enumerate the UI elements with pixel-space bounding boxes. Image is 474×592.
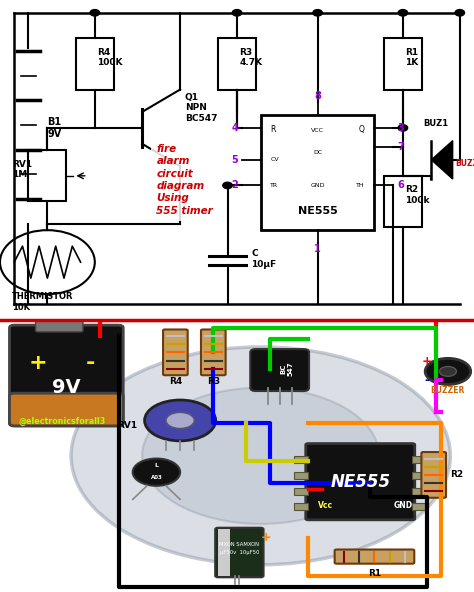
Text: 1: 1 [314,244,321,255]
Text: 5: 5 [231,155,238,165]
Text: R: R [270,125,275,134]
FancyBboxPatch shape [335,549,414,564]
Circle shape [398,9,408,16]
Circle shape [313,9,322,16]
Polygon shape [431,141,453,179]
Text: TH: TH [356,183,365,188]
Bar [218,529,230,575]
Text: DC: DC [313,150,322,155]
FancyBboxPatch shape [294,456,308,463]
FancyBboxPatch shape [294,503,308,510]
Text: -: - [85,353,95,373]
Text: +: + [28,353,47,373]
Text: 3: 3 [397,123,404,133]
Bar [76,38,114,89]
Text: Vcc: Vcc [318,501,333,510]
Text: B1
9V: B1 9V [47,117,62,139]
Text: THERMISTOR
10K: THERMISTOR 10K [12,292,73,312]
Text: BUZ1: BUZ1 [423,119,449,128]
Text: 8: 8 [314,91,321,101]
Text: R3
4.7K: R3 4.7K [239,48,263,67]
Circle shape [145,400,216,441]
FancyBboxPatch shape [412,488,427,494]
Circle shape [398,125,408,131]
Text: R3: R3 [207,377,220,386]
Text: @electronicsforall3: @electronicsforall3 [19,417,106,426]
Text: NE555: NE555 [298,206,337,216]
Text: GND: GND [393,501,412,510]
FancyBboxPatch shape [36,318,83,332]
Bar [28,150,66,201]
Text: R1
1K: R1 1K [405,48,419,67]
FancyBboxPatch shape [294,488,308,494]
Circle shape [223,182,232,189]
Circle shape [232,9,242,16]
Text: 6: 6 [397,181,404,191]
Text: R4
100K: R4 100K [97,48,123,67]
FancyBboxPatch shape [201,330,226,375]
Circle shape [90,9,100,16]
Text: TR: TR [270,183,278,188]
Bar [384,176,422,227]
Text: 2: 2 [231,181,238,191]
Text: NE555: NE555 [330,472,390,491]
Circle shape [425,358,471,384]
Bar [261,115,374,230]
Text: BUZZER: BUZZER [455,159,474,168]
Circle shape [166,412,194,429]
Bar [384,38,422,89]
Text: R1: R1 [368,569,381,578]
Text: BC
547: BC 547 [280,361,293,376]
FancyBboxPatch shape [412,456,427,463]
Text: VCC: VCC [311,128,324,133]
Text: -: - [424,375,429,387]
Text: μF50v  10μF50: μF50v 10μF50 [219,550,259,555]
Text: Q: Q [359,125,365,134]
Text: GND: GND [310,183,325,188]
Text: CV: CV [270,157,279,162]
Text: RV1: RV1 [118,422,137,430]
FancyBboxPatch shape [163,330,188,375]
Text: R2: R2 [450,471,464,480]
Circle shape [142,388,379,524]
Text: R4: R4 [169,377,182,386]
Text: R2
100k: R2 100k [405,185,430,205]
FancyBboxPatch shape [294,472,308,479]
Text: A03: A03 [150,475,163,480]
Text: RV1
1M: RV1 1M [12,160,32,179]
FancyBboxPatch shape [215,527,264,577]
Bar [218,38,256,89]
FancyBboxPatch shape [421,452,446,498]
Text: MXON SAMXON: MXON SAMXON [219,542,259,546]
Text: Q1
NPN
BC547: Q1 NPN BC547 [185,93,218,123]
FancyBboxPatch shape [250,349,309,391]
FancyBboxPatch shape [412,503,427,510]
Text: fire
alarm
circuit
diagram
Using
555 timer: fire alarm circuit diagram Using 555 tim… [156,144,213,216]
Text: L: L [155,463,158,468]
Text: +: + [421,355,432,368]
Circle shape [133,459,180,486]
Circle shape [71,347,450,565]
Text: 9V: 9V [52,378,81,397]
FancyBboxPatch shape [9,325,123,426]
Circle shape [455,9,465,16]
Text: +: + [260,531,271,544]
Text: 7: 7 [397,142,404,152]
Text: BUZZER: BUZZER [431,387,465,395]
FancyBboxPatch shape [306,443,415,520]
FancyBboxPatch shape [9,393,123,426]
FancyBboxPatch shape [412,472,427,479]
Circle shape [439,366,456,377]
Text: -: - [239,575,244,588]
Text: 4: 4 [231,123,238,133]
Text: C
10μF: C 10μF [251,249,276,269]
